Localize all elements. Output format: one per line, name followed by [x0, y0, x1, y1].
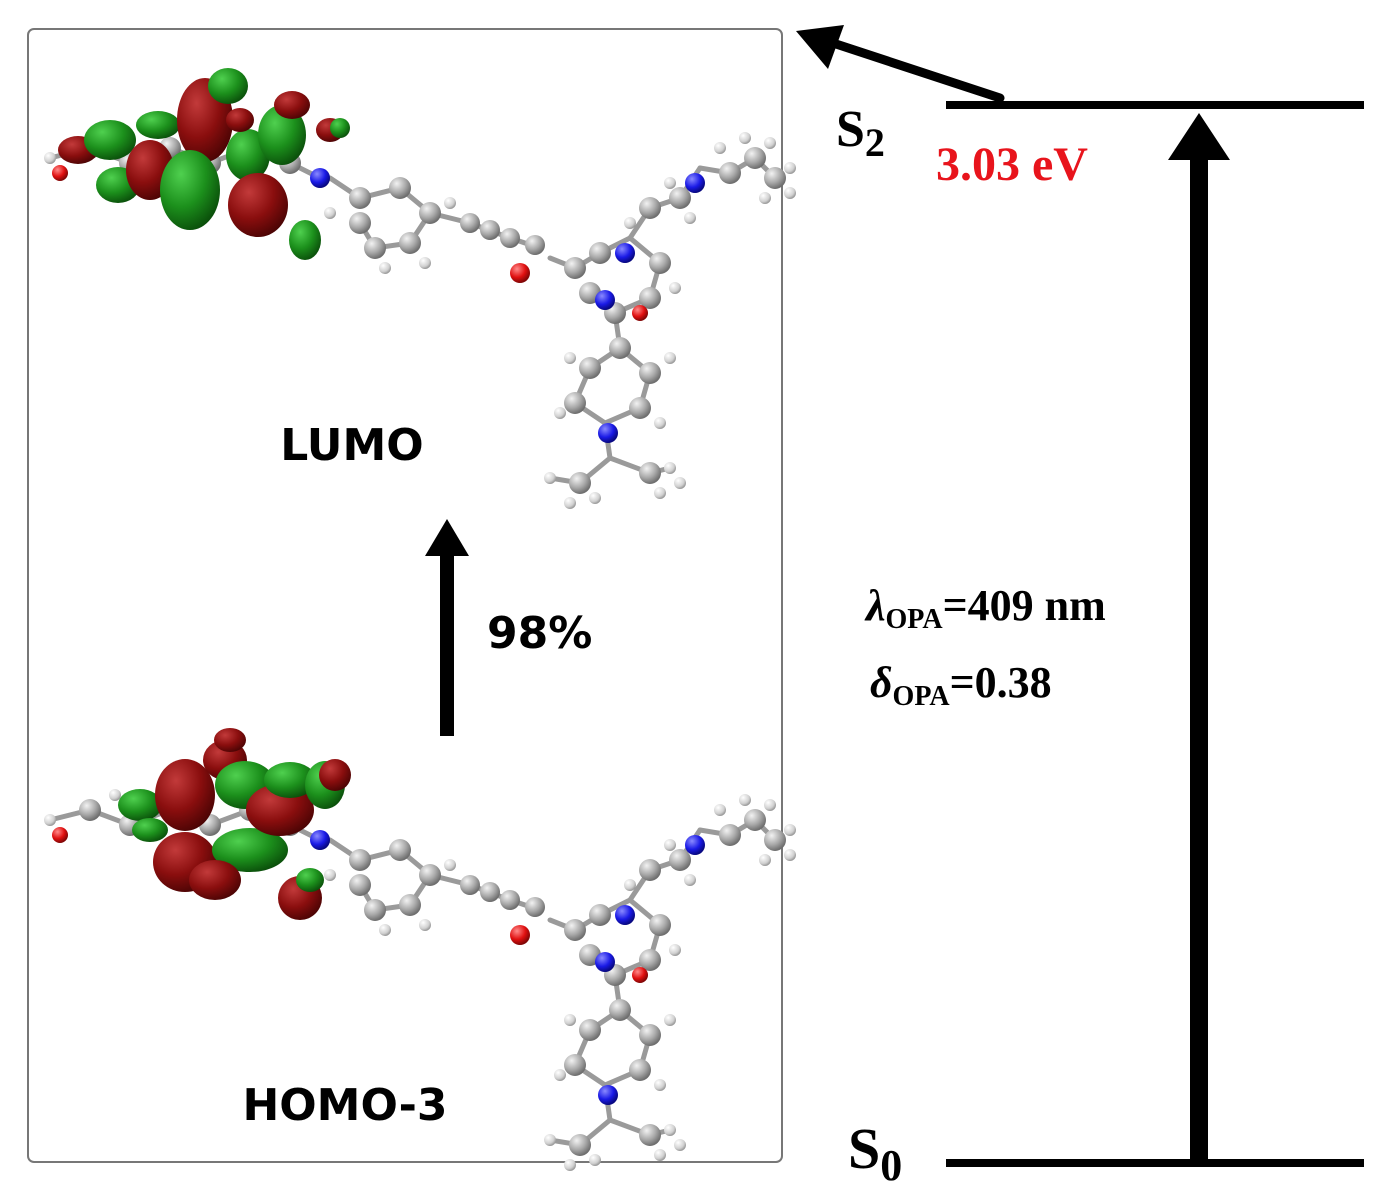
orbital-panel-frame — [27, 28, 783, 1163]
excitation-arrow — [1168, 113, 1230, 1160]
homo3-label: HOMO-3 — [242, 1080, 447, 1131]
excitation-energy-label: 3.03 eV — [936, 138, 1088, 191]
lumo-label: LUMO — [280, 420, 423, 471]
panel-link-arrow — [796, 25, 1005, 103]
energy-level-diagram: S2 S0 3.03 eV λOPA=409 nm δOPA=0.38 — [796, 25, 1364, 1189]
homo3-molecule-render — [44, 728, 796, 1171]
oscillator-strength-label: δOPA=0.38 — [870, 658, 1052, 712]
lumo-orbital-lobes — [58, 68, 350, 260]
orbital-transition-arrow — [425, 519, 469, 736]
wavelength-label: λOPA=409 nm — [864, 581, 1106, 635]
s0-state-label: S0 — [848, 1116, 902, 1189]
s2-state-label: S2 — [836, 101, 885, 165]
transition-percentage: 98% — [487, 608, 592, 659]
homo3-orbital-lobes — [118, 728, 351, 920]
lumo-molecule-render — [44, 68, 796, 509]
